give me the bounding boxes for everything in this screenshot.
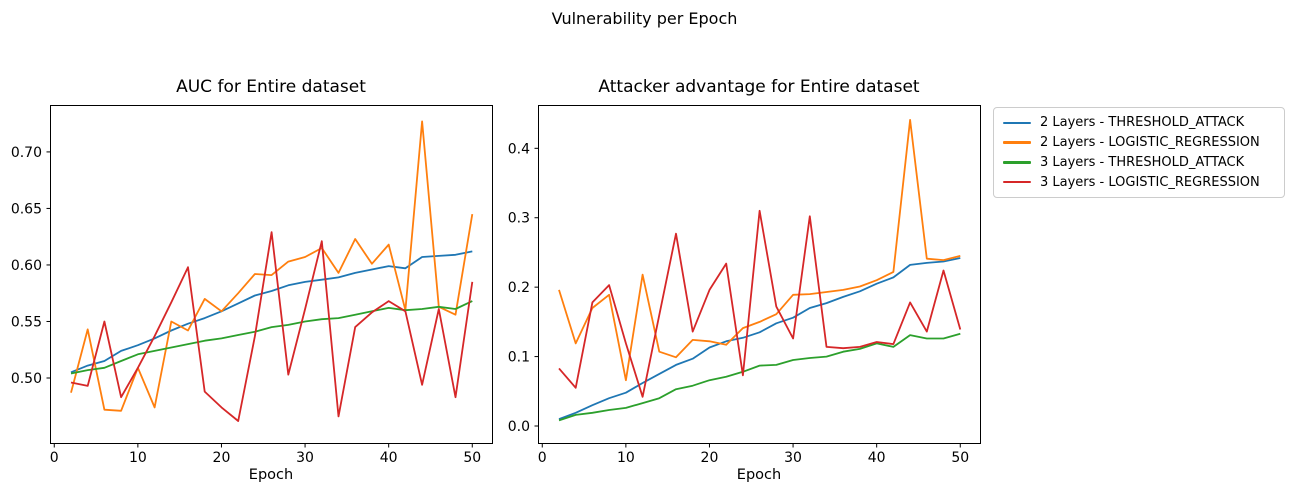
y-tick-label: 0.65	[11, 201, 42, 217]
legend-item: 2 Layers - LOGISTIC_REGRESSION	[1003, 133, 1276, 153]
x-tick-label: 30	[296, 450, 314, 466]
y-tick-label: 0.1	[508, 350, 530, 366]
y-tick-label: 0.70	[11, 145, 42, 161]
left-chart-xlabel: Epoch	[248, 467, 294, 483]
x-tick-label: 20	[701, 450, 719, 466]
legend-item-label: 3 Layers - LOGISTIC_REGRESSION	[1040, 174, 1260, 190]
legend: 2 Layers - THRESHOLD_ATTACK 2 Layers - L…	[993, 107, 1285, 198]
y-tick-label: 0.0	[508, 419, 530, 435]
legend-item-label: 3 Layers - THRESHOLD_ATTACK	[1040, 154, 1245, 170]
y-tick-label: 0.2	[508, 280, 530, 296]
legend-item: 3 Layers - THRESHOLD_ATTACK	[1003, 153, 1276, 173]
x-tick-label: 0	[50, 450, 59, 466]
x-tick-label: 40	[380, 450, 398, 466]
figure-suptitle: Vulnerability per Epoch	[551, 9, 738, 28]
y-tick-label: 0.4	[508, 141, 530, 157]
x-tick-label: 0	[538, 450, 547, 466]
legend-line-swatch	[1003, 141, 1031, 144]
x-tick-label: 50	[951, 450, 969, 466]
legend-line-swatch	[1003, 121, 1031, 125]
x-tick-label: 30	[784, 450, 802, 466]
x-tick-label: 20	[213, 450, 231, 466]
x-tick-label: 40	[868, 450, 886, 466]
right-chart-xlabel: Epoch	[736, 467, 782, 483]
legend-line-swatch	[1003, 180, 1031, 184]
x-tick-label: 50	[463, 450, 481, 466]
y-tick-label: 0.60	[11, 258, 42, 274]
legend-item-label: 2 Layers - THRESHOLD_ATTACK	[1040, 115, 1245, 131]
x-tick-label: 10	[129, 450, 147, 466]
y-tick-label: 0.55	[11, 314, 42, 330]
legend-item: 2 Layers - THRESHOLD_ATTACK	[1003, 113, 1276, 133]
legend-item: 3 Layers - LOGISTIC_REGRESSION	[1003, 172, 1276, 192]
y-tick-label: 0.50	[11, 371, 42, 387]
legend-line-swatch	[1003, 161, 1031, 164]
x-tick-label: 10	[617, 450, 635, 466]
left-chart-title: AUC for Entire dataset	[176, 77, 366, 97]
right-chart-title: Attacker advantage for Entire dataset	[598, 77, 920, 97]
y-tick-label: 0.3	[508, 211, 530, 227]
legend-item-label: 2 Layers - LOGISTIC_REGRESSION	[1040, 135, 1260, 151]
